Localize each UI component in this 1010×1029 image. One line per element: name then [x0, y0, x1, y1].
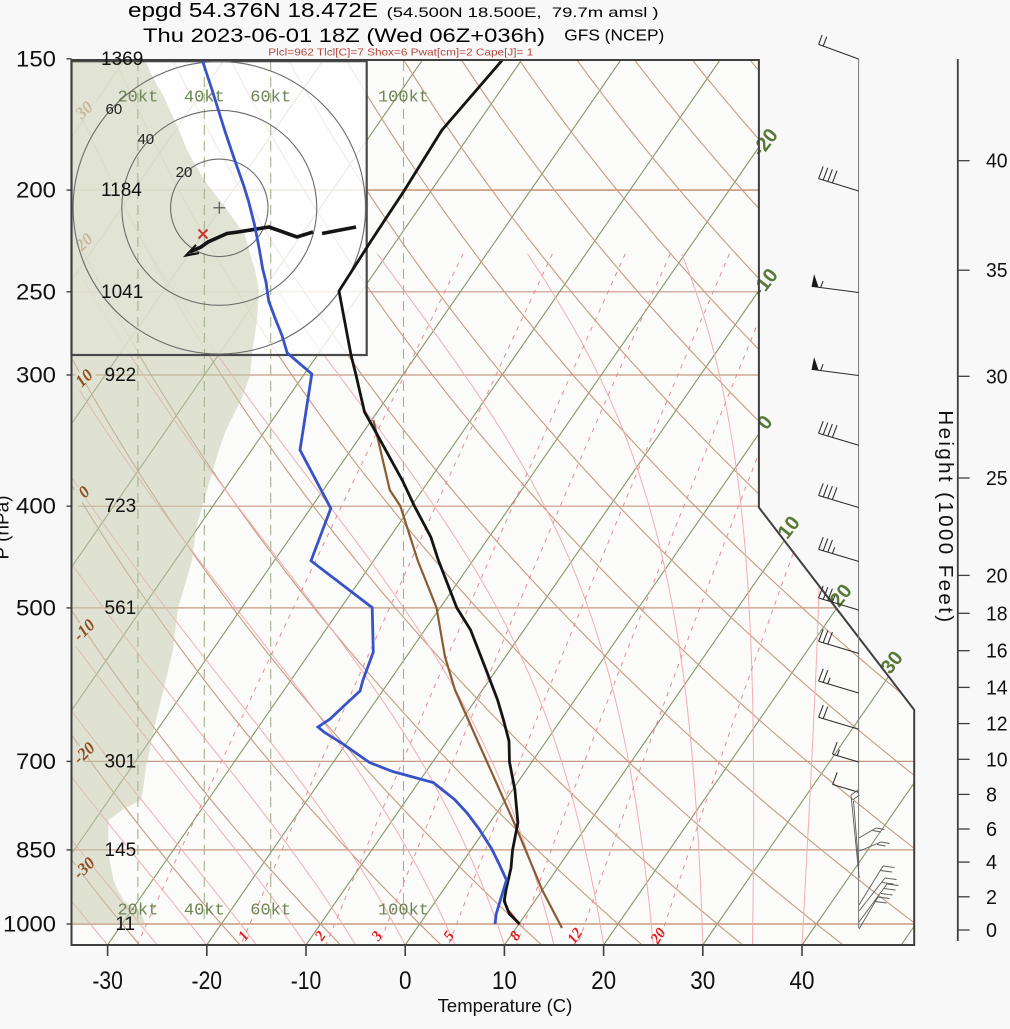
- svg-text:0: 0: [399, 967, 412, 995]
- svg-text:60kt: 60kt: [250, 902, 291, 921]
- svg-text:2: 2: [986, 887, 997, 909]
- svg-text:10: 10: [492, 967, 517, 995]
- svg-text:0: 0: [986, 920, 997, 942]
- svg-text:100kt: 100kt: [378, 89, 429, 108]
- svg-text:40kt: 40kt: [184, 89, 225, 108]
- svg-text:200: 200: [16, 178, 56, 203]
- svg-text:40kt: 40kt: [184, 902, 225, 921]
- svg-text:4: 4: [986, 852, 997, 874]
- svg-text:1184: 1184: [101, 180, 142, 201]
- svg-text:20: 20: [986, 565, 1008, 587]
- svg-text:561: 561: [105, 598, 137, 619]
- svg-text:Thu 2023-06-01 18Z (Wed 06Z+03: Thu 2023-06-01 18Z (Wed 06Z+036h): [143, 25, 545, 47]
- svg-text:145: 145: [105, 840, 137, 861]
- svg-text:20kt: 20kt: [117, 902, 158, 921]
- svg-text:25: 25: [986, 468, 1008, 490]
- svg-text:-30: -30: [92, 967, 123, 995]
- svg-text:18: 18: [986, 603, 1008, 625]
- svg-text:20: 20: [176, 164, 193, 181]
- svg-text:6: 6: [986, 819, 997, 841]
- svg-text:30: 30: [690, 967, 715, 995]
- svg-text:723: 723: [105, 496, 137, 517]
- svg-text:16: 16: [986, 641, 1008, 663]
- svg-text:14: 14: [986, 677, 1008, 699]
- svg-text:40: 40: [986, 151, 1008, 173]
- svg-text:1369: 1369: [101, 49, 143, 70]
- svg-text:20kt: 20kt: [117, 89, 158, 108]
- svg-text:-20: -20: [192, 967, 223, 995]
- svg-text:60: 60: [106, 101, 123, 118]
- svg-text:GFS (NCEP): GFS (NCEP): [564, 28, 664, 45]
- svg-text:10: 10: [986, 749, 1008, 771]
- svg-text:301: 301: [105, 751, 137, 772]
- svg-text:300: 300: [16, 363, 56, 388]
- svg-text:8: 8: [986, 784, 997, 806]
- svg-text:250: 250: [16, 279, 56, 304]
- svg-text:40: 40: [137, 131, 154, 148]
- svg-text:60kt: 60kt: [250, 89, 291, 108]
- svg-text:150: 150: [16, 46, 56, 71]
- svg-text:500: 500: [16, 595, 56, 620]
- svg-text:P (hPa): P (hPa): [0, 495, 14, 559]
- svg-text:11: 11: [115, 914, 135, 935]
- svg-text:100kt: 100kt: [378, 902, 429, 921]
- svg-text:Plcl=962 Tlcl[C]=7 Shox=6 Pwat: Plcl=962 Tlcl[C]=7 Shox=6 Pwat[cm]=2 Cap…: [268, 47, 533, 59]
- svg-text:epgd 54.376N 18.472E: epgd 54.376N 18.472E: [128, 0, 378, 22]
- svg-text:-10: -10: [291, 967, 322, 995]
- svg-text:922: 922: [105, 365, 137, 386]
- svg-text:40: 40: [790, 967, 815, 995]
- svg-text:(54.500N 18.500E, 79.7m amsl: (54.500N 18.500E, 79.7m amsl ): [387, 4, 659, 20]
- svg-text:850: 850: [16, 837, 56, 862]
- svg-text:400: 400: [16, 494, 56, 519]
- svg-text:700: 700: [16, 749, 56, 774]
- svg-text:35: 35: [986, 260, 1008, 282]
- svg-text:12: 12: [986, 714, 1008, 736]
- svg-text:1041: 1041: [101, 282, 143, 303]
- svg-text:20: 20: [591, 967, 616, 995]
- svg-text:Temperature (C): Temperature (C): [438, 995, 573, 1016]
- svg-text:Height (1000 Feet): Height (1000 Feet): [934, 410, 957, 624]
- svg-text:30: 30: [986, 366, 1008, 388]
- svg-text:1000: 1000: [3, 912, 56, 937]
